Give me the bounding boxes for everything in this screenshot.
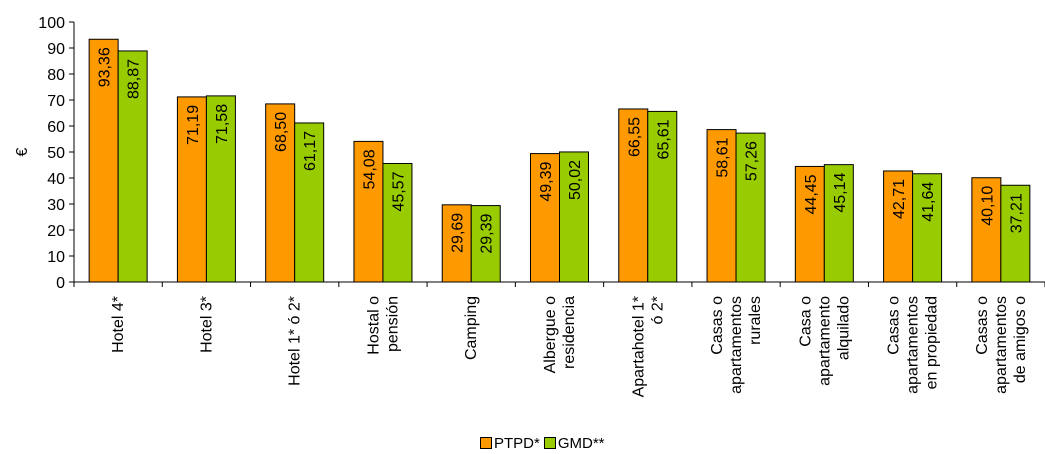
y-tick-label: 40 [47,171,65,188]
y-tick-label: 60 [47,119,65,136]
x-tick-label: Hostal o [365,296,382,355]
legend-item-gmd: GMD** [543,434,605,452]
data-label: 49,39 [538,161,555,201]
data-label: 66,55 [626,117,643,157]
data-label: 61,17 [302,131,319,171]
x-tick-label: Camping [463,296,480,360]
x-tick-label: Hotel 3* [198,296,215,353]
data-label: 71,58 [214,104,231,144]
legend-label-gmd: GMD** [557,434,605,452]
bar-ptpd [441,204,472,283]
y-tick-label: 70 [47,93,65,110]
x-tick-label: rurales [747,296,764,345]
bar-ptpd [530,153,560,283]
data-label: 58,61 [715,138,732,178]
x-tick-label: ó 2* [649,296,666,324]
bar-gmd [117,50,148,283]
legend-label-ptpd: PTPD* [494,434,540,452]
y-tick-label: 80 [47,67,65,84]
bar-ptpd [353,140,384,283]
data-label: 50,02 [567,160,584,200]
bar-ptpd [794,165,825,283]
data-label: 68,50 [273,112,290,152]
y-tick-label: 30 [47,197,65,214]
bar-gmd [735,132,766,283]
y-tick-label: 90 [47,41,65,58]
bar-gmd [205,95,236,283]
y-tick-label: 10 [47,249,65,266]
data-label: 37,21 [1008,193,1025,233]
bar-gmd [912,173,943,283]
data-label: 29,39 [479,213,496,253]
data-label: 40,10 [979,186,996,226]
x-tick-label: pensión [384,296,401,352]
bars: 93,36 88,87 71,19 71,58 68,50 61,17 54,08 45,57… [88,38,1031,283]
data-label: 41,64 [920,182,937,222]
y-axis-title: € [14,147,31,156]
data-label: 44,45 [803,174,820,214]
x-tick-label: apartamentos [905,296,922,394]
y-tick-label: 20 [47,223,65,240]
y-axis: 0 10 20 30 40 50 60 70 80 90 100 [38,15,75,292]
legend-swatch-ptpd [480,437,492,449]
x-tick-label: Casa o [797,296,814,347]
bar-ptpd [88,38,119,283]
x-tick-label: de amigos o [1012,296,1029,383]
y-tick-label: 0 [56,275,65,292]
x-tick-label: apartamentos [728,296,745,394]
bar-gmd [1000,184,1031,283]
x-tick-label: Hotel 1* ó 2* [287,296,304,386]
x-axis: Hotel 4* Hotel 3* Hotel 1* ó 2* Hostal o pen… [73,281,1045,397]
bar-gmd [823,164,854,283]
x-tick-label: apartamentos [993,296,1010,394]
x-tick-label: Casas o [886,296,903,355]
x-tick-label: Hotel 4* [110,296,127,353]
data-label: 54,08 [361,149,378,189]
data-label: 88,87 [126,59,143,99]
x-tick-label: Albergue o [542,296,559,373]
bar-gmd [559,151,589,283]
x-tick-label: Apartahotel 1* [630,296,647,397]
data-label: 29,69 [450,213,467,253]
y-tick-label: 50 [47,145,65,162]
y-tick-label: 100 [38,15,65,32]
x-tick-label: Casas o [974,296,991,355]
x-tick-label: apartamento [816,296,833,386]
data-label: 71,19 [185,105,202,145]
legend: PTPD* GMD** [480,434,605,452]
bar-gmd [382,163,413,283]
x-tick-label: Casas o [709,296,726,355]
x-tick-label: alquilado [835,296,852,360]
data-label: 42,71 [891,179,908,219]
legend-swatch-gmd [543,437,556,449]
x-tick-label: residencia [561,296,578,369]
data-label: 57,26 [744,141,761,181]
data-label: 65,61 [655,119,672,159]
data-label: 93,36 [97,47,114,87]
bar-gmd [470,205,501,283]
data-label: 45,14 [832,173,849,213]
legend-item-ptpd: PTPD* [480,435,540,452]
x-tick-label: en propiedad [924,296,941,389]
data-label: 45,57 [390,171,407,211]
